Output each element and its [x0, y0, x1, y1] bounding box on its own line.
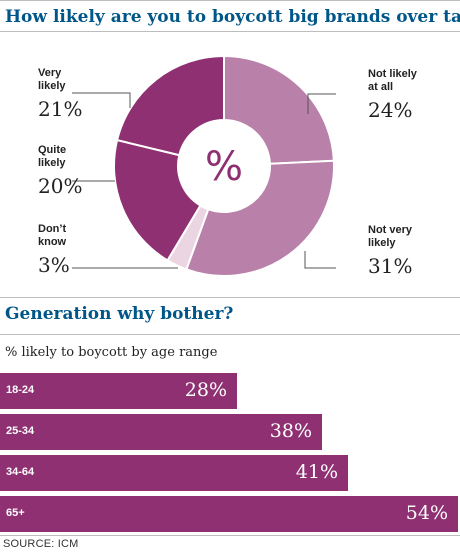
label-very-likely-name: Very	[38, 67, 62, 79]
top-rule	[0, 0, 460, 1]
bar-18-24: 18-24 28%	[0, 373, 237, 409]
slice-not-likely-at-all	[223, 54, 335, 165]
slice-very-likely	[115, 54, 225, 157]
label-not-likely-at-all-value: 24%	[368, 98, 412, 122]
label-dont-know-name: know	[38, 236, 67, 248]
leader-not-very-likely	[304, 251, 336, 269]
label-very-likely-name: likely	[38, 80, 66, 92]
bar-value-label: 41%	[295, 461, 338, 483]
chart-title: How likely are you to boycott big brands…	[5, 7, 460, 27]
leader-lines	[72, 92, 336, 269]
label-quite-likely-name: likely	[38, 157, 66, 169]
source-note: SOURCE: ICM	[3, 538, 79, 550]
label-dont-know-value: 3%	[38, 253, 70, 277]
bar-25-34: 25-34 38%	[0, 414, 322, 450]
title-rule	[0, 31, 460, 32]
label-not-likely-at-all-name: at all	[368, 81, 393, 93]
label-not-very-likely-value: 31%	[368, 254, 412, 278]
bar-value-label: 54%	[405, 502, 448, 524]
donut-slices	[113, 54, 335, 277]
slice-quite-likely	[113, 138, 202, 262]
label-dont-know-name: Don’t	[38, 223, 66, 235]
section-title-rule	[0, 334, 460, 335]
bar-value-label: 38%	[269, 420, 312, 442]
section-title: Generation why bother?	[5, 304, 234, 324]
bar-category-label: 65+	[6, 507, 25, 519]
bar-34-64: 34-64 41%	[0, 455, 348, 491]
bar-value-label: 28%	[184, 379, 227, 401]
bar-category-label: 18-24	[6, 384, 35, 396]
label-not-very-likely-name: likely	[368, 237, 396, 249]
label-not-likely-at-all-name: Not likely	[368, 68, 418, 80]
label-very-likely-value: 21%	[38, 97, 82, 121]
bar-65+: 65+ 54%	[0, 496, 458, 532]
label-quite-likely-name: Quite	[38, 144, 66, 156]
leader-not-likely-at-all	[307, 93, 336, 114]
donut-center-symbol: %	[205, 144, 243, 190]
label-quite-likely-value: 20%	[38, 174, 82, 198]
bar-category-label: 34-64	[6, 466, 35, 478]
label-not-very-likely-name: Not very	[368, 224, 413, 236]
bar-category-label: 25-34	[6, 425, 35, 437]
bar-chart-subtitle: % likely to boycott by age range	[5, 345, 218, 360]
leader-very-likely	[72, 92, 131, 108]
section-rule	[0, 297, 460, 298]
source-rule	[0, 535, 460, 536]
slice-not-very-likely	[185, 159, 335, 277]
